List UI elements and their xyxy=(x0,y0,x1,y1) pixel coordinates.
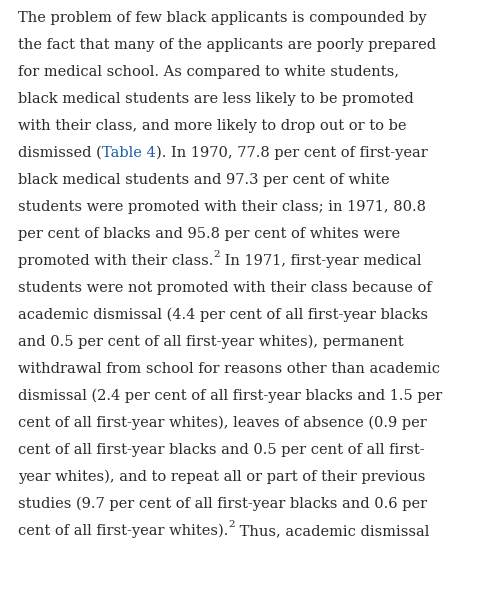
Text: promoted with their class.: promoted with their class. xyxy=(18,254,214,268)
Text: per cent of blacks and 95.8 per cent of whites were: per cent of blacks and 95.8 per cent of … xyxy=(18,227,400,241)
Text: In 1971, first-year medical: In 1971, first-year medical xyxy=(220,254,421,268)
Text: studies (9.7 per cent of all first-year blacks and 0.6 per: studies (9.7 per cent of all first-year … xyxy=(18,497,427,511)
Text: black medical students are less likely to be promoted: black medical students are less likely t… xyxy=(18,92,414,106)
Text: dismissed (: dismissed ( xyxy=(18,146,102,160)
Text: and 0.5 per cent of all first-year whites), permanent: and 0.5 per cent of all first-year white… xyxy=(18,334,404,349)
Text: The problem of few black applicants is compounded by: The problem of few black applicants is c… xyxy=(18,11,427,25)
Text: students were promoted with their class; in 1971, 80.8: students were promoted with their class;… xyxy=(18,200,426,214)
Text: cent of all first-year whites), leaves of absence (0.9 per: cent of all first-year whites), leaves o… xyxy=(18,416,427,430)
Text: cent of all first-year whites).: cent of all first-year whites). xyxy=(18,524,228,538)
Text: 2: 2 xyxy=(228,520,235,529)
Text: the fact that many of the applicants are poorly prepared: the fact that many of the applicants are… xyxy=(18,38,436,52)
Text: ). In 1970, 77.8 per cent of first-year: ). In 1970, 77.8 per cent of first-year xyxy=(156,146,427,160)
Text: 2: 2 xyxy=(214,250,220,259)
Text: academic dismissal (4.4 per cent of all first-year blacks: academic dismissal (4.4 per cent of all … xyxy=(18,308,428,322)
Text: Thus, academic dismissal: Thus, academic dismissal xyxy=(235,524,430,538)
Text: with their class, and more likely to drop out or to be: with their class, and more likely to dro… xyxy=(18,119,407,133)
Text: for medical school. As compared to white students,: for medical school. As compared to white… xyxy=(18,65,399,79)
Text: students were not promoted with their class because of: students were not promoted with their cl… xyxy=(18,281,432,295)
Text: withdrawal from school for reasons other than academic: withdrawal from school for reasons other… xyxy=(18,362,440,376)
Text: black medical students and 97.3 per cent of white: black medical students and 97.3 per cent… xyxy=(18,173,390,187)
Text: cent of all first-year blacks and 0.5 per cent of all first-: cent of all first-year blacks and 0.5 pe… xyxy=(18,443,425,457)
Text: Table 4: Table 4 xyxy=(102,146,156,160)
Text: year whites), and to repeat all or part of their previous: year whites), and to repeat all or part … xyxy=(18,469,425,484)
Text: dismissal (2.4 per cent of all first-year blacks and 1.5 per: dismissal (2.4 per cent of all first-yea… xyxy=(18,389,442,403)
